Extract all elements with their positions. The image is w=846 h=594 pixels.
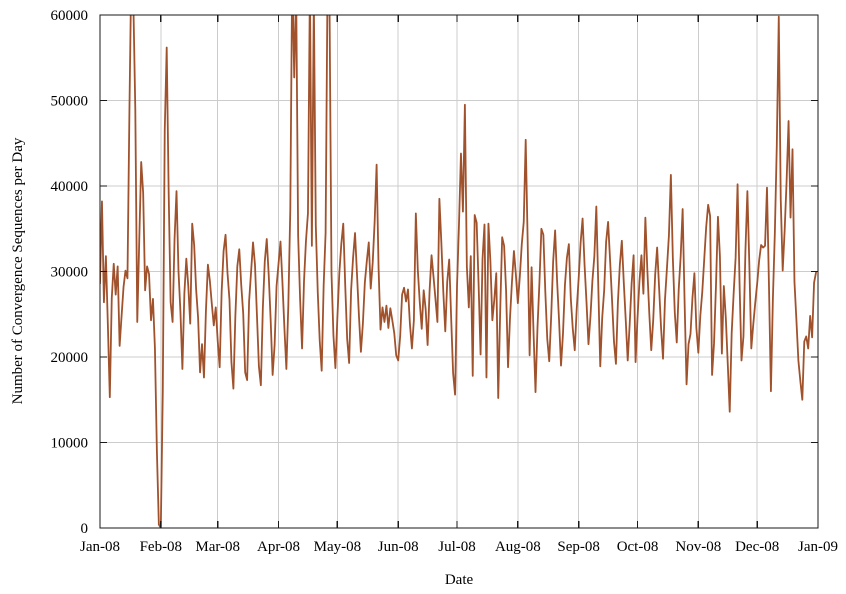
x-tick-label: Jun-08 <box>378 539 419 555</box>
x-tick-labels: Jan-08 Feb-08 Mar-08 Apr-08 May-08 Jun-08 Jul-… <box>80 539 838 555</box>
y-tick-label: 30000 <box>51 265 89 281</box>
y-tick-labels: 0 10000 20000 30000 40000 50000 60000 <box>51 8 89 537</box>
y-tick-label: 40000 <box>51 179 89 195</box>
x-tick-label: Jul-08 <box>438 539 476 555</box>
y-tick-label: 60000 <box>51 8 89 24</box>
x-tick-label: Apr-08 <box>257 539 300 555</box>
x-axis-title: Date <box>445 572 474 588</box>
x-tick-label: Jan-09 <box>798 539 838 555</box>
x-tick-label: Oct-08 <box>617 539 659 555</box>
y-tick-label: 0 <box>81 521 89 537</box>
axis-ticks <box>99 14 819 529</box>
y-tick-label: 50000 <box>51 94 89 110</box>
x-tick-label: May-08 <box>314 539 362 555</box>
x-tick-label: Mar-08 <box>195 539 240 555</box>
x-tick-label: Nov-08 <box>675 539 721 555</box>
x-tick-label: Sep-08 <box>557 539 600 555</box>
x-tick-label: Aug-08 <box>495 539 541 555</box>
data-series-line <box>100 15 817 528</box>
y-tick-label: 20000 <box>51 350 89 366</box>
y-axis-title: Number of Convergence Sequences per Day <box>10 137 26 404</box>
y-tick-label: 10000 <box>51 436 89 452</box>
x-tick-label: Feb-08 <box>140 539 183 555</box>
x-tick-label: Dec-08 <box>735 539 779 555</box>
x-tick-label: Jan-08 <box>80 539 120 555</box>
